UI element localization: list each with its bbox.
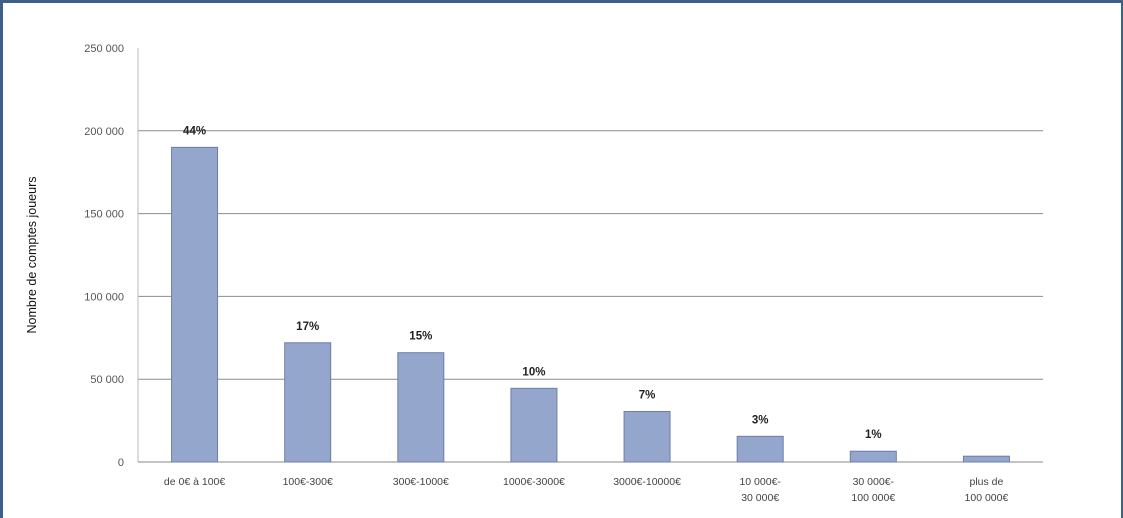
bar [736,435,784,463]
y-tick-label: 150 000 [84,209,124,221]
bars [171,146,1010,463]
x-tick-label: plus de 100 000€ [965,476,1009,504]
bar [171,146,219,463]
data-label: 1% [865,429,882,441]
y-tick-label: 100 000 [84,291,124,303]
bar [284,342,332,463]
data-label: 3% [752,414,769,426]
x-tick-label: 300€-1000€ [393,476,449,488]
bar [397,352,445,463]
bar [510,387,558,463]
y-axis-ticks: 0 50 000 100 000 150 000 200 000 250 000 [84,43,124,469]
x-tick-label: 100€-300€ [283,476,333,488]
x-tick-label: 1000€-3000€ [503,476,565,488]
bar [623,410,671,463]
data-label: 17% [296,321,319,333]
data-label: 15% [409,331,432,343]
x-tick-label: 3000€-10000€ [613,476,681,488]
data-label: 7% [639,389,656,401]
gridlines [137,48,1043,463]
category-labels: de 0€ à 100€ 100€-300€ 300€-1000€ 1000€-300… [164,476,1009,504]
x-tick-label: 10 000€-30 000€ [739,476,781,504]
data-label: 10% [522,366,545,378]
y-tick-label: 0 [118,457,124,469]
x-tick-label: 30 000€-100 000€ [851,476,895,504]
bar [962,455,1010,463]
x-tick-label: de 0€ à 100€ [164,476,225,488]
data-label: 44% [183,125,206,137]
y-tick-label: 50 000 [90,374,124,386]
y-axis-title: Nombre de comptes joueurs [25,176,39,333]
y-tick-label: 200 000 [84,126,124,138]
bar [849,450,897,463]
data-labels: 44% 17% 15% 10% 7% 3% 1% [183,125,882,441]
y-tick-label: 250 000 [84,43,124,55]
